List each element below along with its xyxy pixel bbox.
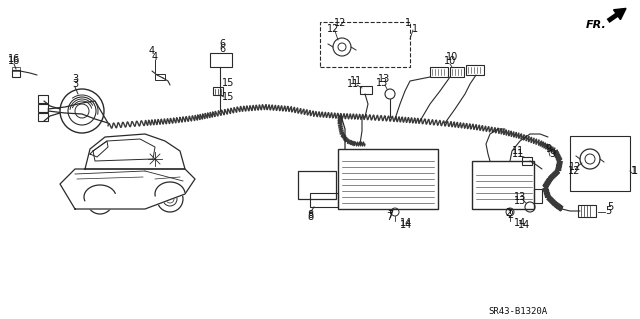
Bar <box>298 171 336 199</box>
Text: 14: 14 <box>514 218 526 228</box>
Bar <box>213 87 223 95</box>
Bar <box>38 113 48 121</box>
Bar <box>320 22 410 67</box>
Bar <box>12 67 20 71</box>
Text: 11: 11 <box>350 76 362 86</box>
Bar <box>38 104 48 112</box>
Text: 7: 7 <box>386 212 392 222</box>
Text: SR43-B1320A: SR43-B1320A <box>488 307 548 315</box>
Text: 3: 3 <box>72 74 78 84</box>
Text: 7: 7 <box>387 210 393 220</box>
Text: 14: 14 <box>400 220 412 230</box>
Text: 6: 6 <box>219 44 225 54</box>
Text: 9: 9 <box>549 149 555 159</box>
Text: 1: 1 <box>631 166 637 176</box>
Text: 3: 3 <box>72 79 78 89</box>
Polygon shape <box>614 8 626 19</box>
Text: 1: 1 <box>632 166 638 176</box>
Text: 12: 12 <box>334 18 346 28</box>
Text: 11: 11 <box>347 79 359 89</box>
Text: 15: 15 <box>222 92 234 102</box>
Bar <box>155 74 165 80</box>
Text: 8: 8 <box>307 212 313 222</box>
Bar <box>472 161 534 209</box>
Bar <box>338 149 438 209</box>
Text: 13: 13 <box>378 74 390 84</box>
Bar <box>522 157 532 165</box>
Bar <box>360 86 372 94</box>
Text: 6: 6 <box>219 39 225 49</box>
Text: 8: 8 <box>307 210 313 220</box>
Text: 9: 9 <box>545 144 551 154</box>
Text: 15: 15 <box>222 78 234 88</box>
Text: 11: 11 <box>512 149 524 159</box>
Text: 12: 12 <box>327 24 339 34</box>
Text: 1: 1 <box>412 24 418 34</box>
Bar <box>12 70 20 77</box>
Text: 2: 2 <box>507 210 513 220</box>
Bar <box>38 95 48 103</box>
Text: 13: 13 <box>376 78 388 88</box>
Bar <box>466 65 484 75</box>
Polygon shape <box>85 134 185 169</box>
Text: 14: 14 <box>400 218 412 228</box>
Bar <box>430 67 448 77</box>
Text: 5: 5 <box>605 206 611 216</box>
Text: 10: 10 <box>444 56 456 66</box>
Bar <box>310 193 338 207</box>
Bar <box>450 67 464 77</box>
Text: 14: 14 <box>518 220 530 230</box>
Text: 10: 10 <box>446 52 458 62</box>
Bar <box>570 136 630 191</box>
Text: 2: 2 <box>505 208 511 218</box>
Text: 12: 12 <box>569 162 581 172</box>
Text: 16: 16 <box>8 56 20 66</box>
Text: 1: 1 <box>405 18 411 28</box>
Text: 13: 13 <box>514 196 526 206</box>
Bar <box>210 53 232 67</box>
Text: 5: 5 <box>607 202 613 212</box>
Bar <box>578 205 596 217</box>
Text: 16: 16 <box>8 54 20 64</box>
Bar <box>534 189 542 203</box>
Text: FR.: FR. <box>586 20 606 30</box>
Text: 11: 11 <box>512 146 524 156</box>
Polygon shape <box>60 169 195 209</box>
Text: 4: 4 <box>149 46 155 56</box>
Text: 4: 4 <box>152 52 158 62</box>
Text: 13: 13 <box>514 192 526 202</box>
Text: 12: 12 <box>568 166 580 176</box>
